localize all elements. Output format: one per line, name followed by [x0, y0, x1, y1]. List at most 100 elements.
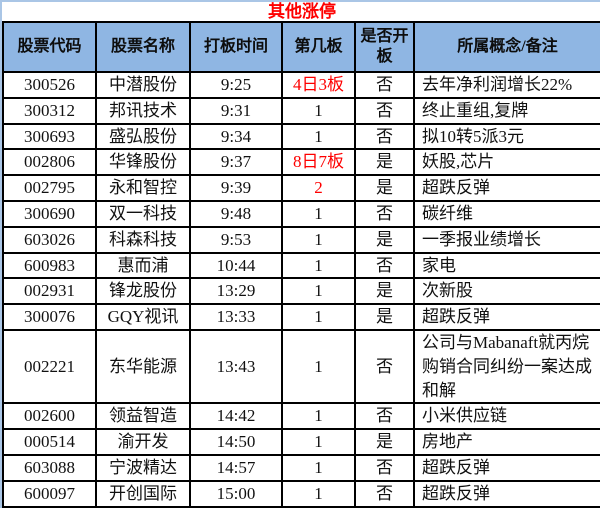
cell-board-count: 1 — [281, 199, 356, 228]
cell-opened-flag: 是 — [354, 225, 415, 254]
cell-stock-name: 华锋股份 — [95, 148, 191, 177]
cell-stock-code: 600097 — [2, 479, 97, 508]
cell-stock-name: 锋龙股份 — [95, 277, 191, 306]
table-row: 603026 科森科技 9:53 1 是 一季报业绩增长 — [2, 225, 600, 254]
cell-board-count: 8日7板 — [281, 148, 356, 177]
cell-stock-code: 002600 — [2, 402, 97, 431]
cell-board-time: 9:37 — [189, 148, 283, 177]
table-row: 300690 双一科技 9:48 1 否 碳纤维 — [2, 199, 600, 228]
table-row: 002221 东华能源 13:43 1 否 公司与Mabanaft就丙烷购销合同… — [2, 328, 600, 405]
table-row: 300693 盛弘股份 9:34 1 否 拟10转5派3元 — [2, 122, 600, 151]
cell-board-time: 15:00 — [189, 479, 283, 508]
cell-board-time: 9:48 — [189, 199, 283, 228]
cell-board-count: 1 — [281, 328, 356, 405]
table-row: 603088 宁波精达 14:57 1 否 超跌反弹 — [2, 453, 600, 482]
cell-board-count: 4日3板 — [281, 71, 356, 99]
cell-board-count: 1 — [281, 251, 356, 280]
cell-opened-flag: 否 — [354, 479, 415, 508]
cell-stock-code: 002931 — [2, 277, 97, 306]
table-row: 002806 华锋股份 9:37 8日7板 是 妖股,芯片 — [2, 148, 600, 177]
cell-opened-flag: 是 — [354, 303, 415, 331]
table-row: 002931 锋龙股份 13:29 1 是 次新股 — [2, 277, 600, 306]
cell-opened-flag: 否 — [354, 328, 415, 405]
cell-board-count: 1 — [281, 122, 356, 151]
cell-board-time: 10:44 — [189, 251, 283, 280]
table-title: 其他涨停 — [3, 2, 600, 22]
table-header-row: 股票代码 股票名称 打板时间 第几板 是否开板 所属概念/备注 — [2, 21, 600, 73]
cell-concept-note: 家电 — [412, 251, 600, 280]
cell-concept-note: 拟10转5派3元 — [412, 122, 600, 151]
cell-stock-name: 中潜股份 — [95, 71, 191, 99]
cell-concept-note: 去年净利润增长22% — [412, 71, 600, 99]
cell-board-count: 1 — [281, 428, 356, 456]
cell-stock-code: 600983 — [2, 251, 97, 280]
cell-concept-note: 次新股 — [412, 277, 600, 306]
cell-stock-name: 渝开发 — [95, 428, 191, 456]
cell-stock-name: 邦讯技术 — [95, 96, 191, 125]
cell-concept-note: 超跌反弹 — [412, 453, 600, 482]
cell-opened-flag: 否 — [354, 453, 415, 482]
table-row: 300312 邦讯技术 9:31 1 否 终止重组,复牌 — [2, 96, 600, 125]
table-row: 002795 永和智控 9:39 2 是 超跌反弹 — [2, 174, 600, 202]
cell-board-count: 1 — [281, 453, 356, 482]
cell-opened-flag: 否 — [354, 96, 415, 125]
cell-concept-note: 超跌反弹 — [412, 303, 600, 331]
cell-stock-name: 双一科技 — [95, 199, 191, 228]
cell-stock-code: 300693 — [2, 122, 97, 151]
cell-concept-note: 超跌反弹 — [412, 174, 600, 202]
cell-opened-flag: 否 — [354, 251, 415, 280]
cell-stock-code: 000514 — [2, 428, 97, 456]
cell-stock-name: 永和智控 — [95, 174, 191, 202]
cell-opened-flag: 否 — [354, 199, 415, 228]
cell-concept-note: 一季报业绩增长 — [412, 225, 600, 254]
cell-stock-code: 603026 — [2, 225, 97, 254]
cell-stock-code: 300690 — [2, 199, 97, 228]
cell-concept-note: 房地产 — [412, 428, 600, 456]
cell-opened-flag: 否 — [354, 402, 415, 431]
cell-board-time: 14:50 — [189, 428, 283, 456]
cell-stock-name: 领益智造 — [95, 402, 191, 431]
cell-board-time: 13:29 — [189, 277, 283, 306]
cell-concept-note: 小米供应链 — [412, 402, 600, 431]
cell-stock-name: GQY视讯 — [95, 303, 191, 331]
cell-board-count: 1 — [281, 225, 356, 254]
cell-stock-name: 开创国际 — [95, 479, 191, 508]
column-header-opened: 是否开板 — [354, 21, 415, 73]
cell-stock-name: 惠而浦 — [95, 251, 191, 280]
cell-board-count: 2 — [281, 174, 356, 202]
table-row: 000514 渝开发 14:50 1 是 房地产 — [2, 428, 600, 456]
cell-opened-flag: 是 — [354, 148, 415, 177]
cell-board-count: 1 — [281, 479, 356, 508]
cell-opened-flag: 否 — [354, 71, 415, 99]
cell-board-time: 9:39 — [189, 174, 283, 202]
column-header-code: 股票代码 — [2, 21, 97, 73]
cell-concept-note: 妖股,芯片 — [412, 148, 600, 177]
cell-opened-flag: 是 — [354, 428, 415, 456]
cell-stock-code: 300526 — [2, 71, 97, 99]
cell-opened-flag: 是 — [354, 174, 415, 202]
table-row: 600983 惠而浦 10:44 1 否 家电 — [2, 251, 600, 280]
cell-stock-code: 300076 — [2, 303, 97, 331]
cell-concept-note: 超跌反弹 — [412, 479, 600, 508]
cell-stock-name: 科森科技 — [95, 225, 191, 254]
cell-board-time: 14:42 — [189, 402, 283, 431]
cell-board-time: 9:31 — [189, 96, 283, 125]
cell-board-time: 14:57 — [189, 453, 283, 482]
cell-stock-code: 002806 — [2, 148, 97, 177]
cell-stock-name: 宁波精达 — [95, 453, 191, 482]
cell-concept-note: 公司与Mabanaft就丙烷购销合同纠纷一案达成和解 — [412, 328, 600, 405]
cell-stock-code: 300312 — [2, 96, 97, 125]
cell-board-count: 1 — [281, 96, 356, 125]
table-row: 002600 领益智造 14:42 1 否 小米供应链 — [2, 402, 600, 431]
column-header-concept: 所属概念/备注 — [412, 21, 600, 73]
cell-concept-note: 终止重组,复牌 — [412, 96, 600, 125]
cell-board-time: 9:25 — [189, 71, 283, 99]
cell-board-count: 1 — [281, 402, 356, 431]
table-row: 300526 中潜股份 9:25 4日3板 否 去年净利润增长22% — [2, 71, 600, 99]
cell-stock-name: 东华能源 — [95, 328, 191, 405]
cell-concept-note: 碳纤维 — [412, 199, 600, 228]
cell-board-count: 1 — [281, 277, 356, 306]
cell-opened-flag: 是 — [354, 277, 415, 306]
